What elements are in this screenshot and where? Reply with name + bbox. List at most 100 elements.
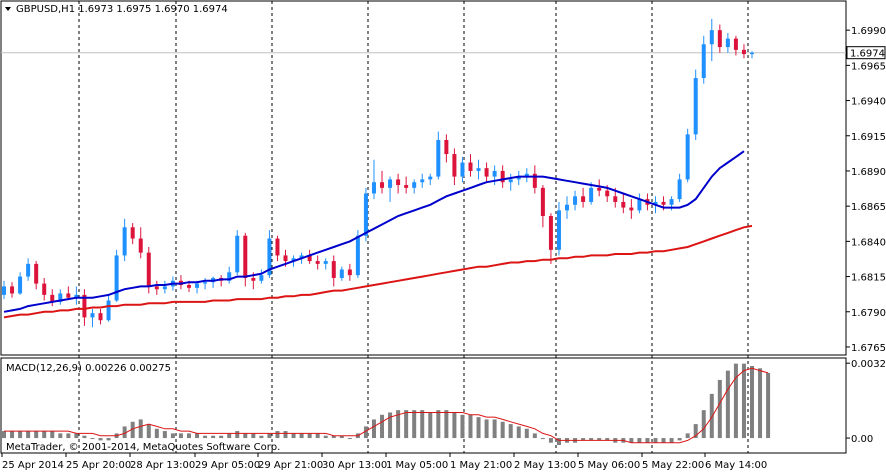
candle-body <box>251 277 256 281</box>
main-chart-frame <box>0 0 847 356</box>
candle <box>717 24 722 53</box>
candle-body <box>436 139 441 177</box>
candle-body <box>637 199 642 211</box>
macd-bar <box>750 365 754 439</box>
macd-bar <box>420 410 425 439</box>
time-tick-label: 5 May 22:00 <box>642 460 704 471</box>
candle <box>733 35 738 56</box>
candle <box>565 196 570 219</box>
candle-body <box>355 235 360 276</box>
candle <box>468 154 473 177</box>
macd-bar <box>251 433 256 439</box>
current-price-tag: 1.6974 <box>846 46 886 60</box>
macd-bar <box>693 424 698 439</box>
candle <box>693 69 698 140</box>
candle-body <box>484 168 489 177</box>
macd-bar <box>653 438 658 443</box>
macd-bar <box>669 438 674 443</box>
price-tick-label: 1.6865 <box>851 202 886 213</box>
macd-bar <box>492 419 497 439</box>
candle-body <box>18 276 23 294</box>
macd-bar <box>677 438 682 441</box>
macd-bar <box>404 410 409 439</box>
candle-body <box>621 201 626 208</box>
macd-bar <box>291 433 296 439</box>
candle <box>154 280 159 295</box>
candle <box>66 286 71 300</box>
time-tick-label: 28 Apr 13:00 <box>130 460 195 471</box>
macd-indicator-label: MACD(12,26,9) 0.00226 0.00275 <box>6 363 171 374</box>
candle-body <box>26 263 31 277</box>
macd-bar <box>758 368 763 439</box>
candle-body <box>428 176 433 180</box>
macd-bar <box>444 410 449 439</box>
candle <box>98 308 103 325</box>
candle-body <box>323 261 328 264</box>
macd-bar <box>42 431 47 439</box>
candle <box>371 159 376 200</box>
macd-bar <box>195 433 200 439</box>
macd-bar <box>122 426 127 439</box>
candle-body <box>162 286 167 290</box>
macd-bar <box>138 419 143 439</box>
macd-bar <box>146 424 151 439</box>
macd-bar <box>307 433 312 439</box>
macd-bar <box>484 419 489 439</box>
candle-body <box>195 283 200 288</box>
candle <box>556 201 561 256</box>
candle-body <box>82 294 87 318</box>
macd-bar <box>516 426 521 439</box>
macd-bar <box>685 433 690 439</box>
macd-bar <box>629 438 634 443</box>
symbol-header: GBPUSD,H1 1.6973 1.6975 1.6970 1.6974 <box>5 4 228 15</box>
candle-body <box>267 238 272 276</box>
candle <box>388 176 393 202</box>
candle <box>58 289 63 305</box>
macd-bar <box>211 435 216 439</box>
candle-body <box>725 38 730 48</box>
candle <box>484 162 489 183</box>
candle <box>548 213 553 264</box>
macd-bar <box>380 414 385 439</box>
collapse-triangle-icon[interactable] <box>5 7 11 11</box>
macd-bar <box>235 431 240 439</box>
candle <box>621 193 626 214</box>
candle-body <box>58 293 63 302</box>
candle <box>307 249 312 264</box>
candle <box>460 156 465 183</box>
macd-bar <box>186 433 191 439</box>
candle-body <box>307 255 312 262</box>
macd-bar <box>725 370 730 439</box>
price-tick-label: 1.6790 <box>851 308 886 319</box>
candle-body <box>460 162 465 177</box>
candle <box>339 266 344 281</box>
candle <box>725 32 730 53</box>
candle <box>227 266 232 284</box>
macd-bar <box>283 431 288 439</box>
candle <box>235 230 240 276</box>
candle <box>500 165 505 188</box>
candle-body <box>34 263 39 284</box>
candle-body <box>404 185 409 188</box>
macd-bar <box>412 410 417 439</box>
candle <box>412 179 417 194</box>
candle <box>26 258 31 281</box>
candle-body <box>452 154 457 177</box>
candle <box>404 176 409 194</box>
candle <box>709 18 714 62</box>
candle-body <box>717 30 722 48</box>
candle-body <box>291 258 296 262</box>
macd-bar <box>508 424 513 439</box>
candle-body <box>243 235 248 278</box>
macd-bar <box>74 433 79 439</box>
price-tick-label: 1.6890 <box>851 167 886 178</box>
candle-body <box>565 204 570 211</box>
candle-body <box>677 179 682 200</box>
macd-bar <box>267 433 272 439</box>
candle-body <box>106 300 111 321</box>
candle-body <box>412 182 417 188</box>
macd-bar <box>605 438 610 441</box>
candle-body <box>492 170 497 177</box>
